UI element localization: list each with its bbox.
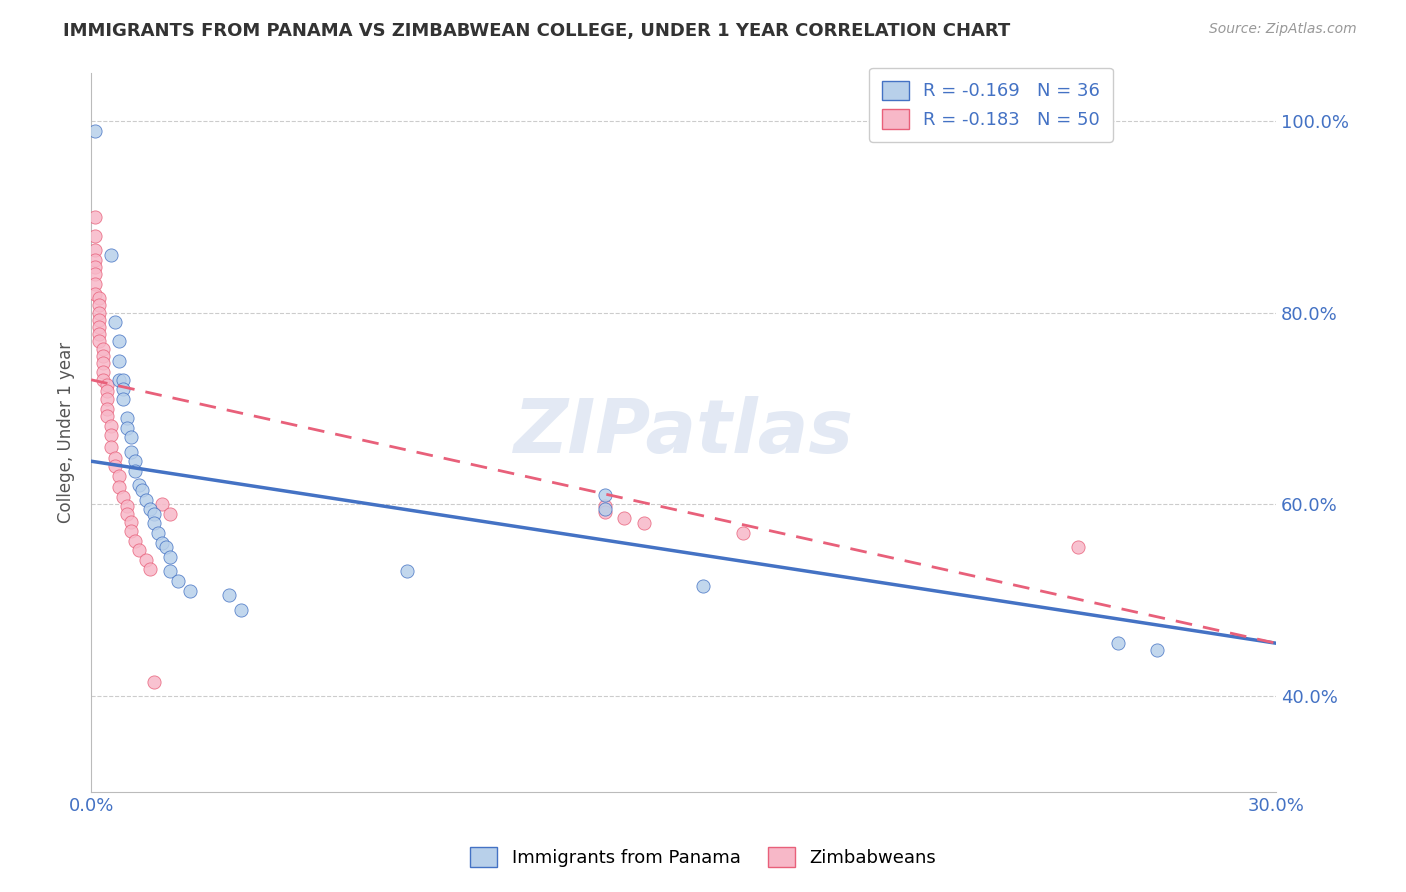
Point [115,500,138,514]
Point [84,124,107,138]
Point [96,401,118,416]
Point [155,541,177,555]
Point [107,353,129,368]
Point [150,497,173,511]
Point [179,583,201,598]
Point [111,373,134,387]
Point [159,507,181,521]
Point [167,574,190,588]
Point [120,430,142,444]
Point [87,306,110,320]
Point [128,543,150,558]
Point [139,502,162,516]
Point [96,377,118,392]
Legend: Immigrants from Panama, Zimbabweans: Immigrants from Panama, Zimbabweans [463,839,943,874]
Point [87,334,110,349]
Point [104,315,127,329]
Point [87,320,110,334]
Point [104,458,127,473]
Point [633,516,655,531]
Point [1146,643,1168,657]
Point [84,210,107,224]
Point [120,444,142,458]
Point [107,334,129,349]
Point [231,603,253,617]
Point [96,384,118,399]
Point [87,291,110,305]
Point [115,411,138,425]
Legend: R = -0.169   N = 36, R = -0.183   N = 50: R = -0.169 N = 36, R = -0.183 N = 50 [869,68,1114,142]
Point [104,451,127,466]
Point [96,392,118,406]
Y-axis label: College, Under 1 year: College, Under 1 year [58,342,75,523]
Point [87,313,110,327]
Point [124,464,146,478]
Point [124,533,146,548]
Point [135,553,157,567]
Point [87,326,110,341]
Point [150,535,173,549]
Point [396,565,419,579]
Point [84,286,107,301]
Text: Source: ZipAtlas.com: Source: ZipAtlas.com [1209,22,1357,37]
Point [87,298,110,312]
Point [143,674,166,689]
Point [143,516,166,531]
Point [159,549,181,564]
Point [115,420,138,434]
Point [91,355,114,369]
Point [96,409,118,424]
Point [1067,541,1090,555]
Point [84,229,107,244]
Point [115,507,138,521]
Point [593,500,616,514]
Point [139,562,162,576]
Point [593,502,616,516]
Point [111,382,134,396]
Point [731,526,754,541]
Point [124,454,146,468]
Point [135,492,157,507]
Text: ZIPatlas: ZIPatlas [513,396,853,469]
Point [131,483,153,497]
Point [100,248,122,262]
Point [143,507,166,521]
Point [100,428,122,442]
Point [91,349,114,363]
Point [111,490,134,504]
Point [100,440,122,454]
Point [692,579,714,593]
Point [84,260,107,274]
Point [218,588,240,602]
Point [111,392,134,406]
Point [107,480,129,494]
Point [107,468,129,483]
Point [84,244,107,258]
Point [91,342,114,356]
Point [593,505,616,519]
Point [120,524,142,538]
Point [159,565,181,579]
Text: IMMIGRANTS FROM PANAMA VS ZIMBABWEAN COLLEGE, UNDER 1 YEAR CORRELATION CHART: IMMIGRANTS FROM PANAMA VS ZIMBABWEAN COL… [63,22,1011,40]
Point [91,373,114,387]
Point [148,526,170,541]
Point [107,373,129,387]
Point [128,478,150,492]
Point [84,253,107,268]
Point [120,515,142,529]
Point [84,268,107,282]
Point [1107,636,1129,650]
Point [613,510,636,524]
Point [100,418,122,433]
Point [91,365,114,379]
Point [84,277,107,291]
Point [593,488,616,502]
